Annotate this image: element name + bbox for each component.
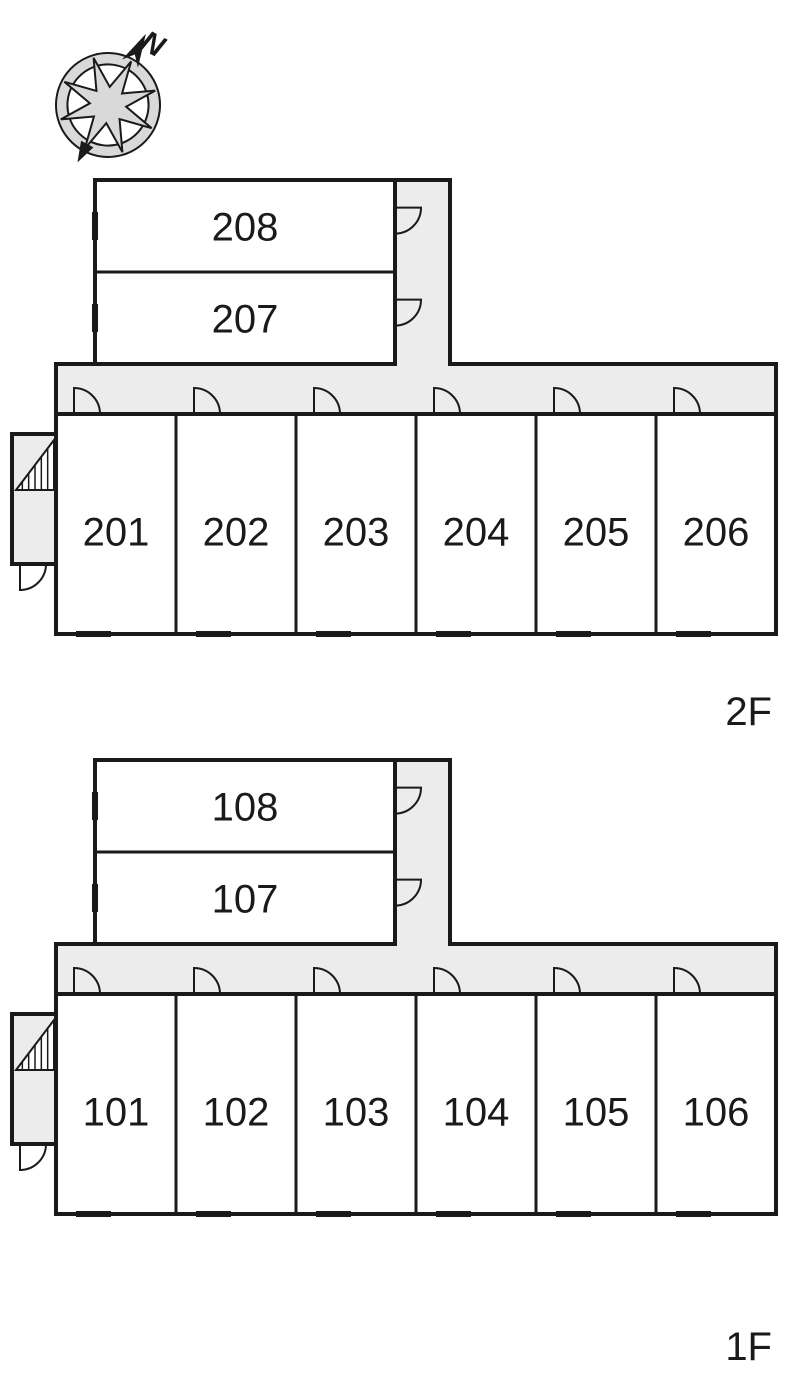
floor-label-f2: 2F	[725, 690, 772, 734]
door-arc	[20, 1144, 46, 1170]
room-label-202: 202	[203, 511, 270, 555]
room-label-101: 101	[83, 1091, 150, 1135]
door-arc	[20, 564, 46, 590]
room-label-204: 204	[443, 511, 510, 555]
room-label-104: 104	[443, 1091, 510, 1135]
room-label-107: 107	[212, 878, 279, 922]
room-label-208: 208	[212, 206, 279, 250]
room-label-201: 201	[83, 511, 150, 555]
room-label-207: 207	[212, 298, 279, 342]
room-label-103: 103	[323, 1091, 390, 1135]
compass-rose: N	[32, 0, 197, 187]
floor-f2: 208 207 201 202 203 204 205 206 2F	[12, 180, 776, 734]
floor-label-f1: 1F	[725, 1325, 772, 1369]
floor-f1: 108 107 101 102 103 104 105 106 1F	[12, 760, 776, 1369]
room-label-102: 102	[203, 1091, 270, 1135]
room-label-106: 106	[683, 1091, 750, 1135]
room-label-108: 108	[212, 786, 279, 830]
room-label-205: 205	[563, 511, 630, 555]
room-label-105: 105	[563, 1091, 630, 1135]
room-label-203: 203	[323, 511, 390, 555]
compass-n-label: N	[135, 25, 171, 65]
room-label-206: 206	[683, 511, 750, 555]
